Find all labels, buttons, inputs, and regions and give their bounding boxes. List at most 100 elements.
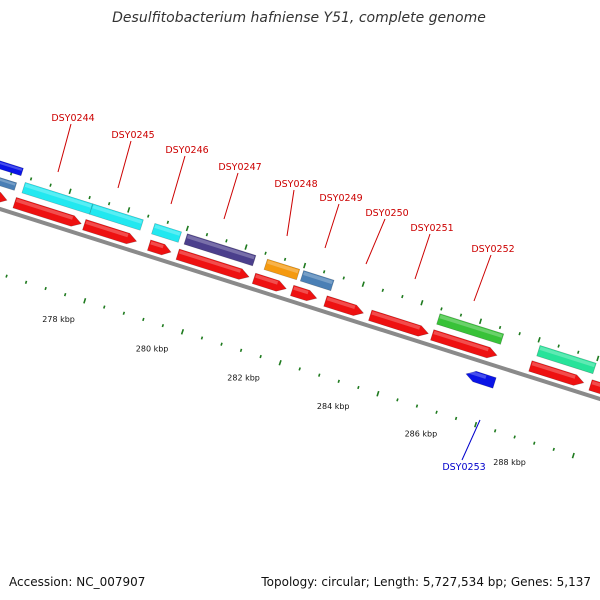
gene-feature-orange-highlight (267, 260, 299, 274)
gene-label-leader (461, 419, 481, 461)
scale-label: 286 kbp (405, 430, 438, 439)
lower-tick-mark (200, 336, 204, 340)
cds-feature (0, 191, 8, 203)
accession-text: Accession: NC_007907 (9, 575, 145, 589)
cds-feature-highlight (150, 241, 164, 249)
gene-feature-steelblue-highlight (0, 178, 16, 186)
cds-feature (588, 379, 600, 395)
upper-tick-mark (459, 313, 463, 317)
upper-tick-mark (283, 257, 287, 262)
gene-feature-orange (263, 258, 301, 281)
gene-feature-blue (0, 160, 24, 177)
gene-label-dsy0249: DSY0249 (319, 193, 362, 204)
gene-feature-cyan (151, 223, 182, 243)
upper-tick-mark (420, 299, 424, 306)
cds-feature (290, 284, 318, 302)
lower-tick-mark (454, 416, 458, 421)
lower-tick-mark (513, 435, 516, 439)
cds-feature-highlight (433, 330, 489, 352)
gene-label-dsy0250: DSY0250 (365, 208, 408, 219)
lower-tick-mark (357, 385, 360, 390)
upper-tick-mark (596, 355, 600, 362)
cds-feature (147, 239, 172, 256)
scale-label: 278 kbp (42, 315, 75, 324)
upper-tick-mark (205, 232, 209, 237)
gene-feature-green-highlight (439, 314, 503, 338)
gene-feature-steelblue (0, 177, 18, 191)
upper-tick-mark (303, 262, 307, 269)
lower-tick-mark (44, 286, 47, 291)
cds-feature-highlight (591, 381, 600, 387)
cds-feature (82, 219, 138, 245)
gene-label-dsy0245: DSY0245 (111, 130, 154, 141)
upper-tick-mark (322, 270, 326, 274)
gene-label-dsy0247: DSY0247 (218, 162, 261, 173)
gene-feature-cyan (21, 182, 94, 215)
upper-tick-mark (225, 239, 228, 243)
gene-feature-steelblue-highlight (303, 271, 333, 285)
upper-tick-mark (49, 183, 52, 187)
scale-label: 282 kbp (227, 374, 260, 383)
lower-tick-mark (239, 348, 243, 353)
genome-backbone (0, 206, 600, 402)
upper-tick-mark (185, 225, 189, 232)
gene-feature-purple (183, 233, 257, 267)
lower-tick-mark (298, 367, 301, 371)
gene-label-leader (414, 233, 431, 280)
cds-feature-highlight (293, 286, 309, 295)
scale-label: 280 kbp (136, 345, 169, 354)
lower-tick-mark (493, 429, 497, 433)
gene-label-leader (286, 189, 295, 237)
gene-label-leader (170, 155, 186, 205)
lower-tick-mark (337, 379, 340, 383)
lower-tick-mark (571, 452, 575, 459)
cds-feature-highlight (85, 220, 129, 238)
lower-tick-mark (318, 373, 321, 377)
cds-feature-highlight (531, 361, 576, 379)
lower-tick-mark (5, 274, 8, 278)
lower-tick-mark (396, 398, 399, 402)
gene-label-leader (365, 218, 386, 265)
gene-feature-purple-highlight (186, 234, 255, 260)
gene-label-dsy0248: DSY0248 (274, 179, 317, 190)
upper-tick-mark (440, 307, 443, 311)
gene-feature-steelblue (299, 270, 335, 292)
cds-feature (323, 295, 365, 316)
lower-tick-mark (533, 441, 536, 445)
upper-tick-mark (342, 276, 345, 280)
cds-feature-highlight (178, 250, 241, 273)
lower-tick-mark (552, 447, 555, 452)
cds-feature (528, 360, 585, 386)
lower-tick-mark (24, 280, 28, 284)
gene-feature-blue-highlight (0, 161, 23, 171)
gene-feature-green (436, 313, 505, 345)
map-title: Desulfitobacterium hafniense Y51, comple… (112, 10, 486, 26)
upper-tick-mark (264, 251, 267, 255)
gene-feature-cyan-highlight (24, 183, 92, 208)
gene-label-leader (57, 123, 72, 173)
upper-tick-mark (361, 281, 365, 287)
cds-feature (251, 272, 287, 292)
lower-tick-mark (474, 421, 478, 428)
map-layer: 278 kbp 280 kbp 282 kbp 284 kbp 286 kbp 288 k… (0, 113, 600, 473)
upper-tick-mark (88, 195, 91, 200)
gene-feature-cyan-highlight (92, 205, 143, 224)
cds-feature-highlight (255, 274, 279, 285)
cds-feature (430, 329, 498, 359)
gene-label-dsy0252: DSY0252 (471, 244, 514, 255)
cds-feature-highlight (371, 311, 421, 330)
lower-tick-mark (180, 328, 185, 335)
gene-feature-cyan (89, 203, 144, 231)
cds-feature-highlight (15, 198, 74, 220)
upper-tick-mark (127, 207, 131, 213)
lower-tick-mark (83, 298, 87, 304)
gene-label-leader (223, 172, 239, 220)
topology-text: Topology: circular; Length: 5,727,534 bp… (260, 575, 591, 589)
gene-feature-mint (536, 345, 597, 375)
gene-label-dsy0251: DSY0251 (410, 223, 453, 234)
gene-label-dsy0244: DSY0244 (51, 113, 94, 124)
upper-tick-mark (401, 294, 404, 299)
scale-label: 284 kbp (317, 402, 350, 411)
upper-tick-mark (29, 177, 33, 181)
gene-label-leader (117, 140, 132, 189)
